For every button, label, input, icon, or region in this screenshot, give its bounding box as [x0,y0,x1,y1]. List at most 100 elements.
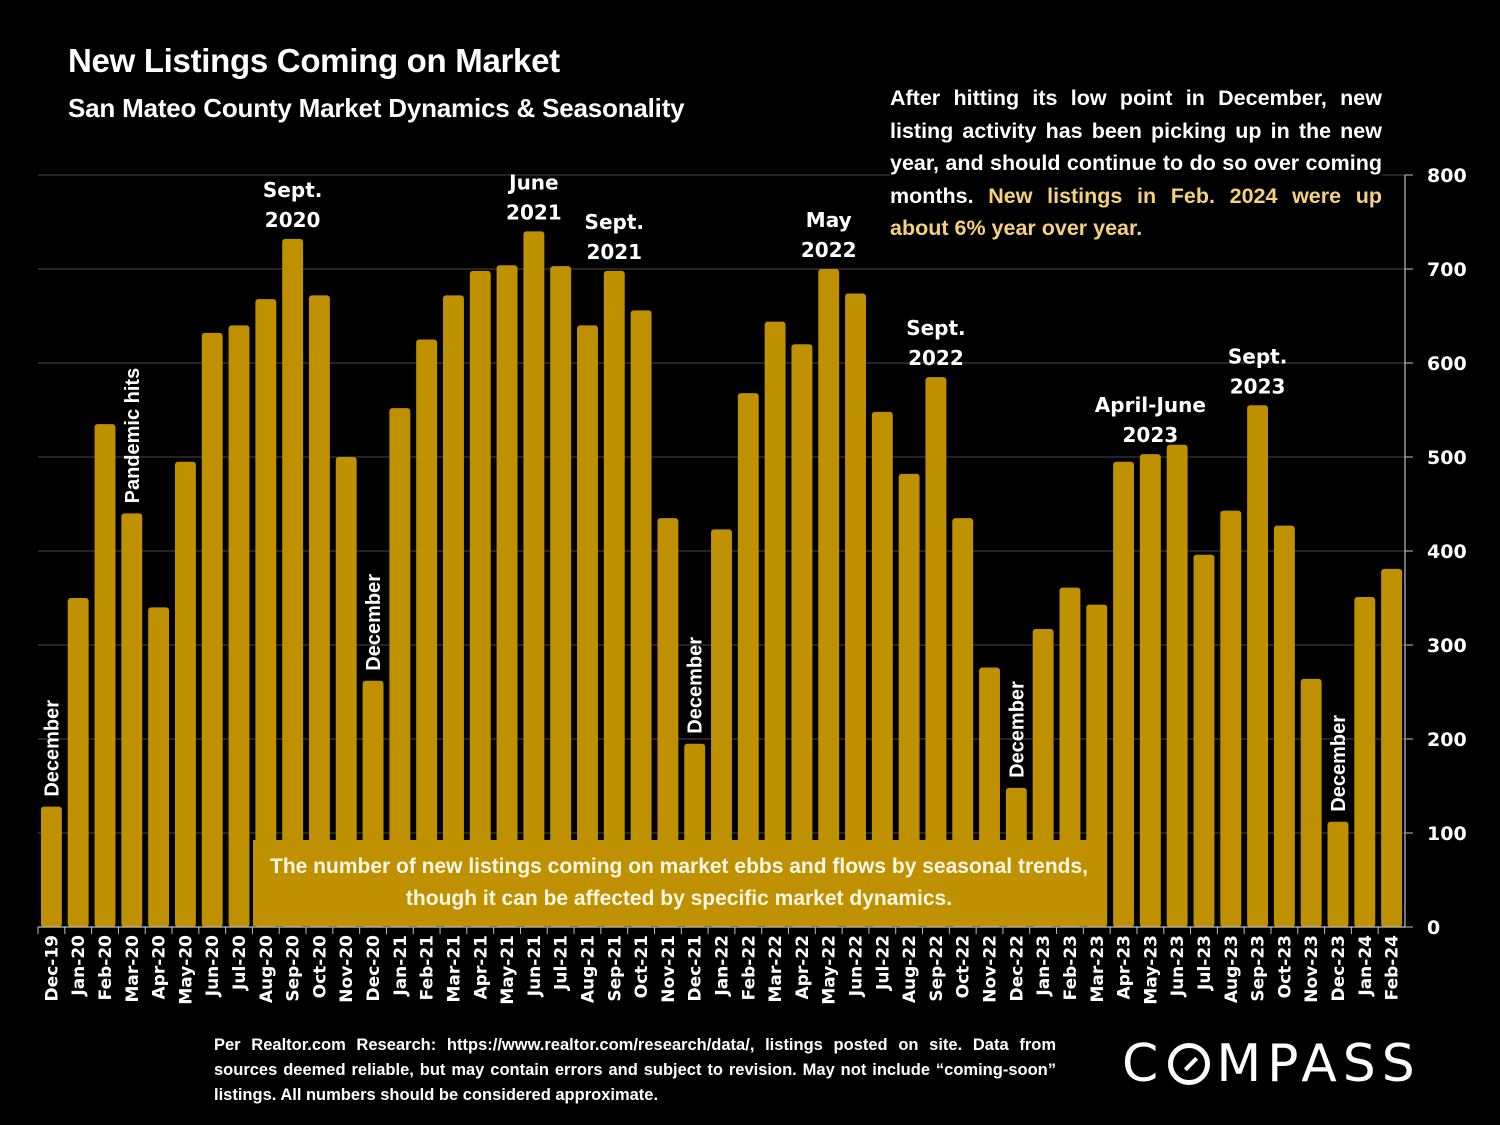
bar-Feb-22 [737,393,759,928]
callout-box: The number of new listings coming on mar… [253,840,1105,926]
annotation-line: Sept. [263,178,322,202]
x-tick-label: Apr-21 [471,935,491,999]
x-tick-label: May-22 [820,935,840,1005]
bar-Sep-20 [282,238,304,928]
x-axis-labels: Dec-19 Jan-20 Feb-20 Mar-20 Apr-20 May-20 Jun-… [42,935,1402,1005]
x-tick-label: Apr-20 [150,935,170,1000]
bar-Jun-20 [201,332,223,927]
x-tick-label: Jul-22 [873,935,893,991]
annotation-label: May 2022 [801,208,857,262]
x-tick-label: Jan-20 [69,935,89,997]
annotation-line: Sept. [585,210,644,234]
x-tick-label: Jul-20 [230,935,250,991]
y-tick-label: 500 [1427,447,1467,469]
bar-Sep-21 [603,270,625,927]
x-tick-label: Sep-21 [605,935,625,1002]
bar-Mar-21 [443,295,464,927]
bar-Oct-21 [630,310,652,927]
x-tick-label: Oct-22 [954,935,974,998]
bar-Dec-19 [40,806,62,927]
bar-May-23 [1139,454,1161,927]
x-tick-label: Nov-22 [981,935,1001,1003]
x-tick-label: Mar-20 [123,935,143,1003]
annotation-label: December [1328,715,1350,812]
x-tick-label: Mar-21 [444,935,464,1003]
y-tick-label: 200 [1427,729,1467,751]
bar-Dec-23 [1327,821,1349,927]
bar-Apr-23 [1113,461,1135,927]
x-tick-label: Oct-20 [310,935,330,999]
x-tick-label: Nov-20 [337,935,357,1003]
x-tick-label: Feb-20 [96,935,116,1001]
annotation-line: Sept. [1228,344,1287,368]
bar-May-22 [818,269,840,927]
x-tick-label: Sep-20 [284,935,304,1002]
bar-Apr-21 [469,270,491,927]
chart-subtitle: San Mateo County Market Dynamics & Seaso… [68,93,685,123]
annotation-line: 2023 [1123,423,1179,447]
x-tick-label: Aug-20 [257,935,277,1003]
x-tick-label: Feb-22 [739,935,759,1000]
bar-Jan-21 [389,408,411,927]
bar-Oct-20 [308,295,330,927]
y-tick-label: 600 [1427,353,1467,375]
bar-Jul-21 [550,266,572,927]
x-tick-label: Mar-23 [1088,935,1108,1003]
annotation-label: December [1006,681,1028,778]
bar-Apr-20 [148,607,170,927]
x-tick-label: Sep-22 [927,935,947,1002]
annotation-label: December [363,574,385,671]
x-tick-label: Nov-23 [1302,935,1322,1003]
logo-letters: MPASS [1216,1034,1421,1094]
bar-Jan-22 [711,529,732,927]
x-tick-label: Dec-23 [1329,935,1349,1001]
x-tick-label: Oct-23 [1275,935,1295,998]
compass-o-icon [1168,1043,1211,1085]
annotation-label: Sept. 2022 [906,316,965,370]
bar-May-21 [496,265,518,927]
bar-Aug-23 [1220,510,1242,927]
annotation-label: Sept. 2020 [263,178,322,232]
x-tick-label: Oct-21 [632,935,652,998]
bar-Jan-24 [1354,597,1376,927]
annotation-label: December [685,637,707,734]
annotations: December Pandemic hits Sept. 2020 December Ju… [41,170,1350,811]
x-tick-label: Dec-20 [364,935,384,1002]
x-tick-label: Jul-21 [552,935,572,991]
annotation-line: 2020 [265,208,321,232]
bar-Mar-22 [764,321,786,927]
bar-Apr-22 [791,344,813,927]
bar-Aug-21 [577,325,598,927]
x-tick-label: Feb-24 [1383,935,1403,1001]
x-tick-label: Aug-23 [1222,935,1242,1003]
annotation-line: Sept. [906,316,965,340]
y-tick-label: 400 [1427,541,1467,563]
annotation-label: June 2021 [506,170,562,224]
bar-Oct-23 [1273,525,1295,927]
y-tick-label: 100 [1427,823,1467,845]
bar-Jul-23 [1193,554,1215,927]
bar-Jan-20 [67,598,89,927]
x-tick-label: Feb-23 [1061,935,1081,1000]
y-tick-label: 800 [1427,165,1467,187]
x-tick-label: Sep-23 [1249,935,1269,1002]
commentary-text: After hitting its low point in December,… [890,82,1382,245]
bar-Mar-20 [121,513,143,927]
compass-logo: C MPASS [1122,1034,1421,1094]
bar-Feb-21 [416,339,438,927]
annotation-label: April-June 2023 [1095,393,1206,447]
x-tick-label: May-21 [498,935,518,1005]
bar-Sep-22 [925,377,947,928]
x-tick-label: Nov-21 [659,935,679,1003]
annotation-line: April-June [1095,393,1206,417]
source-footnote: Per Realtor.com Research: https://www.re… [214,1036,1056,1104]
callout-text: The number of new listings coming on mar… [270,855,1088,910]
x-tick-label: Jan-23 [1034,935,1054,997]
annotation-label: December [41,700,63,797]
annotation-line: May [806,208,852,232]
x-tick-label: Jan-22 [713,935,733,997]
x-tick-label: Dec-19 [42,935,62,1001]
commentary-highlight: New listings in Feb. 2024 were up about … [890,183,1382,241]
annotation-line: 2021 [506,200,562,224]
